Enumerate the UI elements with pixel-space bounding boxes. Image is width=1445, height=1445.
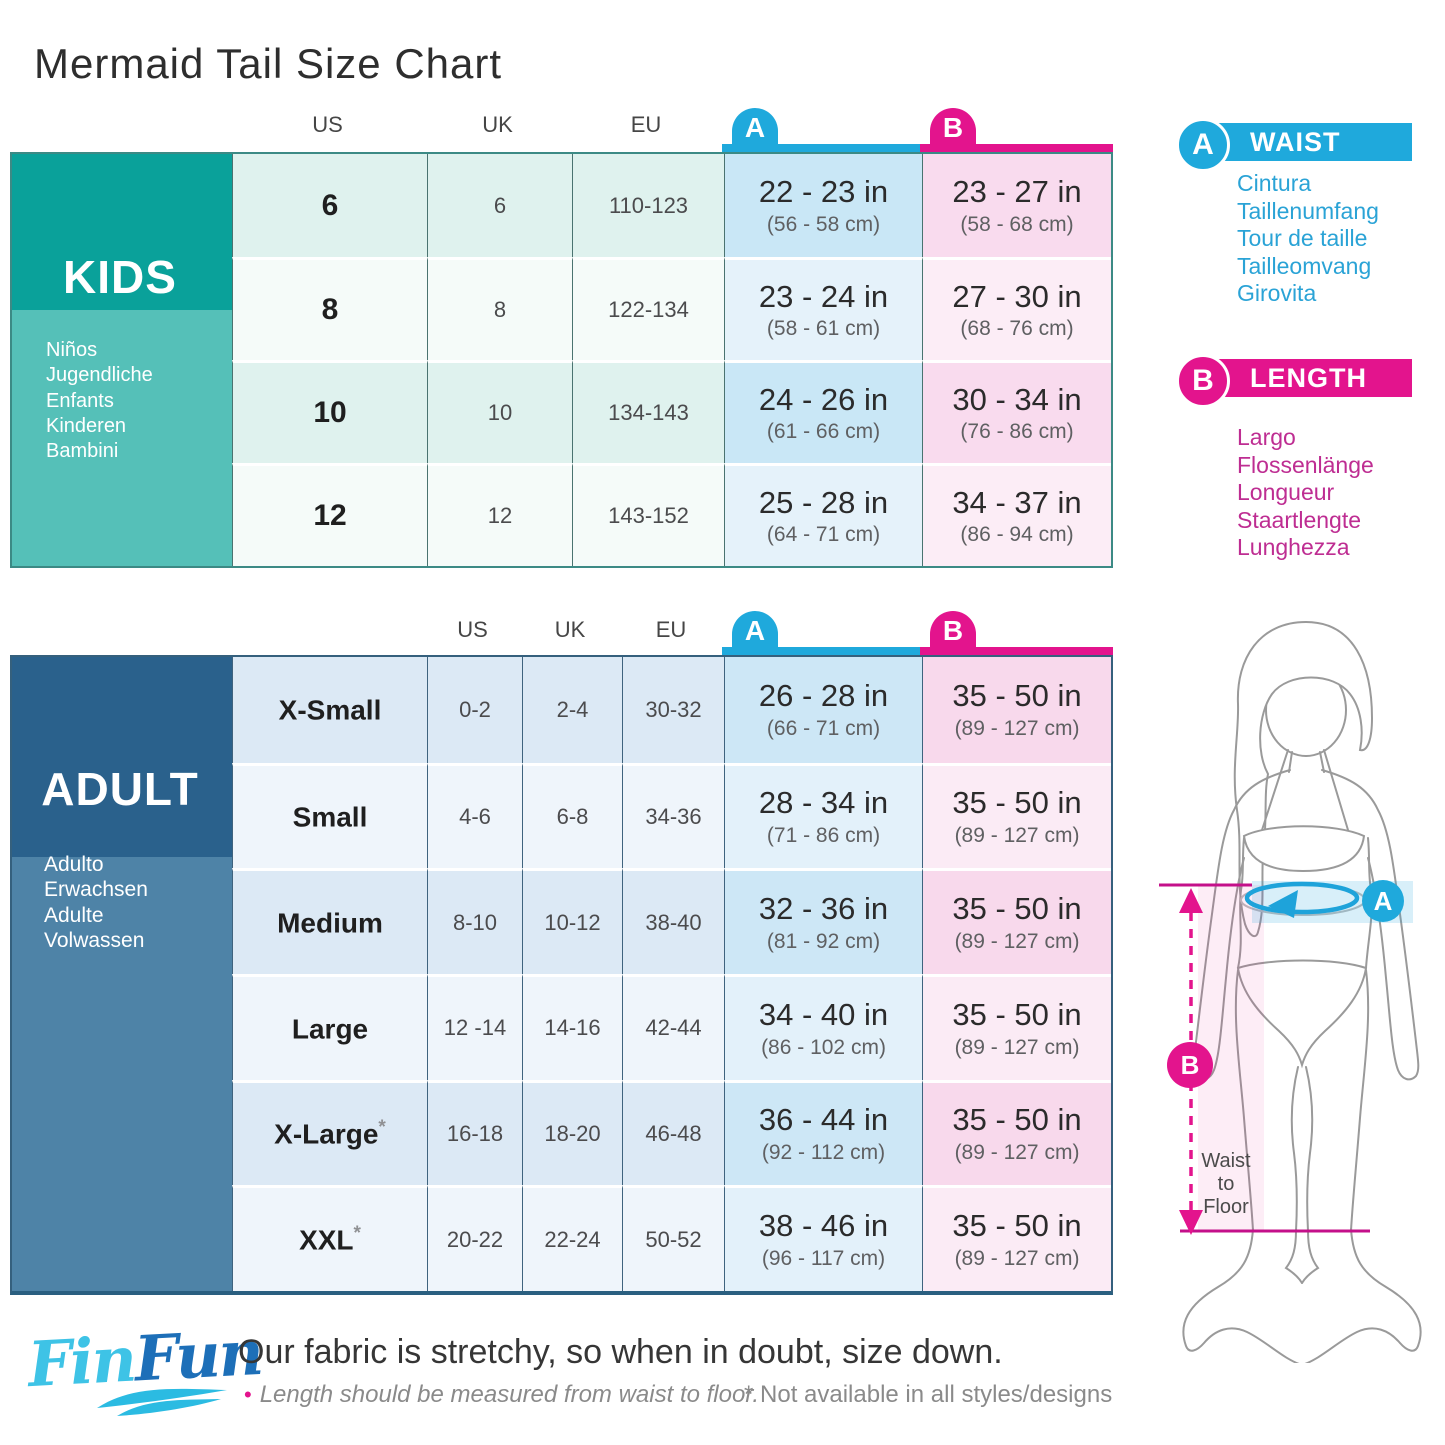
kids-cell-waist: 23 - 24 in (58 - 61 cm)	[724, 257, 922, 360]
kids-cell-waist: 25 - 28 in (64 - 71 cm)	[724, 463, 922, 566]
waist-to-floor-label: Waist to Floor	[1201, 1150, 1251, 1218]
adult-waist-bar	[722, 647, 920, 655]
kids-cell-us: 8	[232, 257, 427, 360]
kids-cell-length: 30 - 34 in (76 - 86 cm)	[922, 360, 1111, 463]
adult-cell-eu: 34-36	[622, 762, 724, 869]
adult-cell-uk: 10-12	[522, 868, 622, 974]
adult-cell-waist: 26 - 28 in (66 - 71 cm)	[724, 657, 922, 763]
kids-label-header	[12, 154, 232, 310]
adult-cell-eu: 42-44	[622, 973, 724, 1080]
kids-cell-eu: 110-123	[572, 154, 724, 257]
adult-cell-us: 20-22	[427, 1185, 522, 1291]
page-title: Mermaid Tail Size Chart	[34, 40, 503, 87]
adult-translations: Adulto Erwachsen Adulte Volwassen	[44, 853, 148, 952]
adult-cell-us: 16-18	[427, 1079, 522, 1186]
adult-cell-length: 35 - 50 in (89 - 127 cm)	[922, 868, 1111, 974]
adult-cell-eu: 46-48	[622, 1079, 724, 1186]
adult-cell-us: 4-6	[427, 762, 522, 869]
adult-cell-length: 35 - 50 in (89 - 127 cm)	[922, 1079, 1111, 1186]
adult-col-uk: UK	[554, 617, 586, 642]
adult-col-eu: EU	[655, 617, 687, 642]
adult-cell-uk: 2-4	[522, 657, 622, 763]
adult-cell-us: 0-2	[427, 657, 522, 763]
length-legend-bar: LENGTH	[1202, 359, 1412, 397]
adult-cell-size: X-Large*	[232, 1079, 427, 1186]
adult-cell-length: 35 - 50 in (89 - 127 cm)	[922, 1185, 1111, 1291]
kids-waist-bar	[722, 144, 920, 152]
length-translations: Largo Flossenlänge Longueur Staartlengte…	[1237, 424, 1374, 561]
adult-cell-us: 8-10	[427, 868, 522, 974]
adult-cell-uk: 14-16	[522, 973, 622, 1080]
figure-length-badge: B	[1167, 1042, 1213, 1088]
adult-cell-length: 35 - 50 in (89 - 127 cm)	[922, 657, 1111, 763]
kids-cell-length: 27 - 30 in (68 - 76 cm)	[922, 257, 1111, 360]
adult-label-body	[12, 857, 232, 1291]
adult-cell-waist: 36 - 44 in (92 - 112 cm)	[724, 1079, 922, 1186]
kids-translations: Niños Jugendliche Enfants Kinderen Bambi…	[46, 339, 153, 463]
adult-label-cell	[12, 657, 232, 1291]
kids-cell-waist: 24 - 26 in (61 - 66 cm)	[724, 360, 922, 463]
kids-label-body	[12, 310, 232, 566]
kids-section-label: KIDS	[63, 251, 177, 303]
kids-cell-uk: 8	[427, 257, 572, 360]
adult-cell-eu: 38-40	[622, 868, 724, 974]
adult-cell-uk: 6-8	[522, 762, 622, 869]
kids-col-us: US	[312, 112, 343, 137]
adult-col-us: US	[457, 617, 488, 642]
adult-cell-size: X-Small	[232, 657, 427, 763]
kids-cell-us: 6	[232, 154, 427, 257]
adult-cell-waist: 28 - 34 in (71 - 86 cm)	[724, 762, 922, 869]
adult-cell-length: 35 - 50 in (89 - 127 cm)	[922, 973, 1111, 1080]
waist-translations: Cintura Taillenumfang Tour de taille Tai…	[1237, 170, 1379, 307]
fabric-note: Our fabric is stretchy, so when in doubt…	[238, 1333, 1003, 1371]
kids-cell-length: 34 - 37 in (86 - 94 cm)	[922, 463, 1111, 566]
kids-col-eu: EU	[630, 112, 662, 137]
adult-cell-waist: 34 - 40 in (86 - 102 cm)	[724, 973, 922, 1080]
adult-section-label: ADULT	[41, 763, 199, 815]
bullet-icon: •	[244, 1382, 252, 1407]
kids-cell-uk: 6	[427, 154, 572, 257]
adult-cell-size: Large	[232, 973, 427, 1080]
kids-cell-eu: 122-134	[572, 257, 724, 360]
kids-cell-uk: 10	[427, 360, 572, 463]
adult-cell-size: Small	[232, 762, 427, 869]
kids-length-bar	[920, 144, 1113, 152]
waist-legend-bar: WAIST	[1202, 123, 1412, 161]
availability-note: * Not available in all styles/designs	[744, 1381, 1113, 1408]
adult-cell-eu: 50-52	[622, 1185, 724, 1291]
kids-cell-eu: 134-143	[572, 360, 724, 463]
adult-cell-uk: 18-20	[522, 1079, 622, 1186]
kids-cell-waist: 22 - 23 in (56 - 58 cm)	[724, 154, 922, 257]
kids-cell-uk: 12	[427, 463, 572, 566]
length-legend-badge: B	[1176, 354, 1230, 408]
adult-cell-uk: 22-24	[522, 1185, 622, 1291]
adult-cell-waist: 32 - 36 in (81 - 92 cm)	[724, 868, 922, 974]
measurement-figure-illustration	[1159, 620, 1422, 1363]
kids-cell-us: 10	[232, 360, 427, 463]
logo-wave-icon	[97, 1388, 227, 1416]
kids-col-uk: UK	[482, 112, 513, 137]
figure-waist-badge: A	[1362, 880, 1404, 922]
kids-cell-us: 12	[232, 463, 427, 566]
waist-legend-badge: A	[1176, 118, 1230, 172]
kids-label-cell	[12, 154, 232, 566]
adult-cell-size: XXL*	[232, 1185, 427, 1291]
kids-cell-length: 23 - 27 in (58 - 68 cm)	[922, 154, 1111, 257]
adult-cell-waist: 38 - 46 in (96 - 117 cm)	[724, 1185, 922, 1291]
length-measure-note: • Length should be measured from waist to…	[244, 1381, 760, 1408]
adult-size-table: X-Small 0-2 2-4 30-32 26 - 28 in (66 - 71…	[10, 655, 1113, 1295]
adult-label-header	[12, 657, 232, 857]
kids-size-table: 6 6 110-123 22 - 23 in (56 - 58 cm) 23 - …	[10, 152, 1113, 568]
kids-cell-eu: 143-152	[572, 463, 724, 566]
adult-cell-size: Medium	[232, 868, 427, 974]
adult-cell-us: 12 -14	[427, 973, 522, 1080]
adult-length-bar	[920, 647, 1113, 655]
adult-cell-length: 35 - 50 in (89 - 127 cm)	[922, 762, 1111, 869]
adult-cell-eu: 30-32	[622, 657, 724, 763]
